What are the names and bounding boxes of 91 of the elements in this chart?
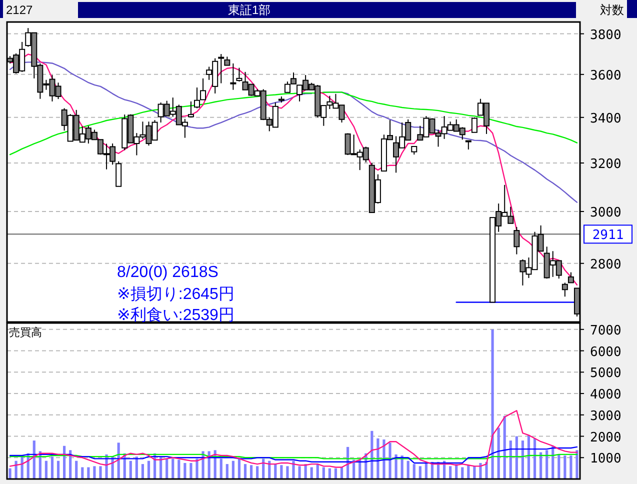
y-tick-label: 5000 [590,366,622,382]
bar [75,460,78,479]
bar [388,442,392,479]
bar [509,440,512,479]
bar [564,455,566,479]
candlestick [218,54,224,84]
bar [406,460,410,479]
bar [394,454,398,479]
bar [286,466,289,479]
bar [382,439,386,479]
bar [244,464,247,479]
bar [14,460,18,479]
bar [250,465,253,479]
y-tick-label: 2800 [590,257,622,272]
bar [539,452,542,479]
bar [461,467,464,479]
y-tick-label: 7000 [590,323,622,338]
y-tick-label: 3800 [590,28,622,43]
bar [172,458,174,479]
bar [87,467,90,479]
bar [418,466,422,479]
candlestick [471,116,478,133]
bar [328,468,331,479]
bar [93,466,96,479]
bar [178,460,180,479]
bar [515,436,518,479]
candlestick [200,78,206,100]
candlestick [230,62,236,90]
bar [8,468,12,479]
y-tick-label: 6000 [590,344,622,360]
y-tick-label: 3200 [590,156,622,172]
bar [497,428,500,479]
bar [322,467,325,479]
y-tick-label: 3000 [590,408,622,424]
candlestick [568,272,574,284]
y-tick-label: 1000 [590,452,622,467]
bar [220,458,222,479]
bar [292,460,295,479]
text: 対数 [600,3,624,17]
bar [129,460,132,479]
bar [50,456,54,479]
chart-title: 売買高 [9,326,42,339]
bar [298,466,301,479]
bar [147,460,150,479]
line-series [9,410,578,468]
bar [521,440,524,479]
annotation: 8/20(0) 2618S [117,264,218,281]
bar [485,462,488,479]
bar [141,464,144,479]
bar [81,467,84,479]
chart-title: 東証1部 [228,3,271,17]
bar [238,458,241,479]
y-tick-label: 4000 [590,388,622,403]
bar [334,468,338,479]
y-tick-label: 3400 [590,111,622,126]
candlestick [116,160,122,187]
bar [546,450,548,479]
annotation: ※利食い:2539円 [117,306,234,324]
bar [232,460,234,479]
bar [196,458,198,479]
annotation: ※損切り:2645円 [117,285,234,303]
bar [256,466,259,479]
bar [491,329,494,479]
y-tick-label: 2000 [590,430,622,446]
bar [274,464,277,479]
bar [166,458,168,479]
bar [412,464,416,479]
bar [226,464,228,479]
text: 2127 [6,3,34,17]
bar [184,462,186,479]
line-series [9,446,578,464]
bar [558,454,560,479]
candlestick [562,282,568,298]
bar [570,455,572,479]
bar [310,467,313,479]
bar [44,460,48,479]
candlestick [188,100,194,118]
bar [424,462,428,479]
bar [449,466,452,479]
candlestick [194,86,200,109]
bar [280,465,283,479]
bar [262,458,265,479]
bar [190,462,192,479]
ref-line-label: 2911 [592,228,624,244]
bar [576,450,578,479]
bar [479,462,482,479]
y-tick-label: 3600 [590,68,622,84]
y-tick-label: 3000 [590,206,622,221]
candlestick [236,67,242,82]
bar [56,460,60,479]
bar [99,466,102,479]
